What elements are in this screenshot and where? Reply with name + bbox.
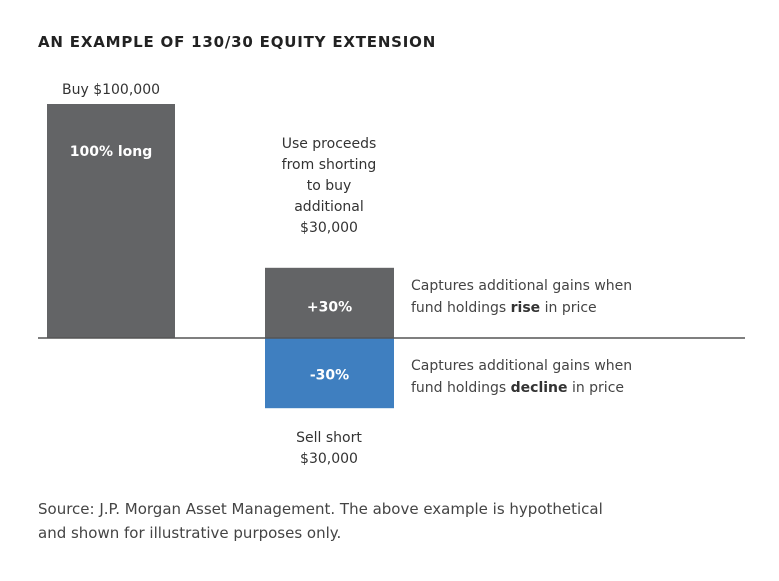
bar-value-label-plus: +30% bbox=[307, 299, 352, 315]
source-line: Source: J.P. Morgan Asset Management. Th… bbox=[38, 500, 603, 518]
bar-long bbox=[47, 104, 175, 338]
annotation-decline: Captures additional gains when fund hold… bbox=[411, 355, 632, 399]
source-line: and shown for illustrative purposes only… bbox=[38, 524, 342, 542]
bar-minus bbox=[265, 338, 394, 409]
annotation-rise: Captures additional gains when fund hold… bbox=[411, 275, 632, 319]
top-label-line: from shorting bbox=[281, 157, 377, 173]
bar-value-label-long: 100% long bbox=[70, 144, 153, 160]
top-label-line: Use proceeds bbox=[281, 136, 377, 152]
bar-top-label-plus: Use proceeds from shorting to buy additi… bbox=[282, 134, 377, 239]
bar-plus bbox=[265, 267, 394, 338]
bottom-label-line: $30,000 bbox=[300, 451, 358, 467]
bar-bottom-label-minus: Sell short $30,000 bbox=[296, 428, 362, 470]
bar-value-label-minus: -30% bbox=[310, 368, 349, 384]
annotation-line: Captures additional gains when bbox=[411, 358, 633, 374]
annotation-line: Captures additional gains when bbox=[411, 278, 633, 294]
top-label-line: $30,000 bbox=[300, 220, 358, 236]
annotation-line: fund holdings decline in price bbox=[411, 380, 625, 396]
source-note: Source: J.P. Morgan Asset Management. Th… bbox=[38, 497, 603, 545]
chart-title: AN EXAMPLE OF 130/30 EQUITY EXTENSION bbox=[38, 33, 437, 51]
annotation-line: fund holdings rise in price bbox=[411, 300, 597, 316]
bar-top-label-long: Buy $100,000 bbox=[61, 82, 161, 98]
bottom-label-line: Sell short bbox=[296, 430, 362, 446]
top-label-line: to buy bbox=[306, 178, 352, 194]
top-label-line: additional bbox=[294, 199, 364, 215]
